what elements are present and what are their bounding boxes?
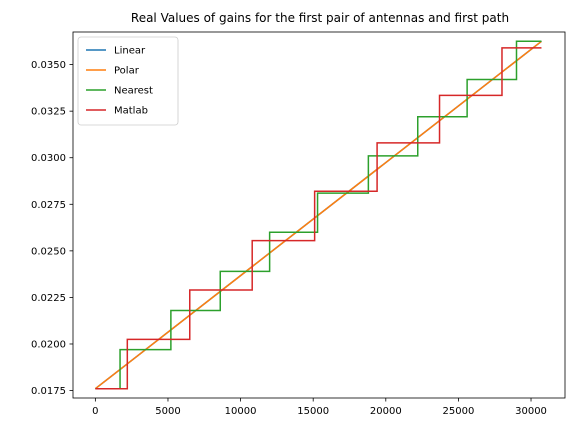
series-group (94, 40, 542, 390)
legend-box (77, 36, 179, 126)
x-tick-label: 30000 (515, 406, 547, 417)
y-tick-label: 0.0350 (31, 60, 66, 71)
x-tick-label: 20000 (370, 406, 402, 417)
y-tick-label: 0.0275 (31, 200, 66, 211)
legend-label-nearest: Nearest (114, 86, 153, 97)
y-tick-label: 0.0175 (31, 386, 66, 397)
x-tick-label: 25000 (443, 406, 475, 417)
x-axis: 0 5000 10000 15000 20000 25000 30000 (92, 398, 547, 417)
y-tick-label: 0.0200 (31, 339, 66, 350)
y-tick-label: 0.0225 (31, 293, 66, 304)
legend-label-linear: Linear (114, 46, 146, 57)
x-tick-label: 5000 (155, 406, 180, 417)
x-tick-label: 0 (92, 406, 98, 417)
chart-title: Real Values of gains for the first pair … (131, 11, 509, 25)
y-tick-label: 0.0250 (31, 246, 66, 257)
plot-frame (72, 31, 566, 399)
legend: Linear Polar Nearest Matlab (77, 36, 179, 126)
y-tick-label: 0.0300 (31, 153, 66, 164)
series-line-matlab (95, 47, 542, 390)
legend-label-matlab: Matlab (114, 106, 148, 117)
plot-area (72, 31, 566, 399)
x-tick-label: 15000 (297, 406, 329, 417)
x-tick-label: 10000 (225, 406, 257, 417)
y-axis: 0.0175 0.0200 0.0225 0.0250 0.0275 0.0300 0.03… (31, 60, 73, 397)
y-tick-label: 0.0325 (31, 107, 66, 118)
series-line-nearest (95, 40, 542, 390)
legend-label-polar: Polar (114, 66, 140, 77)
